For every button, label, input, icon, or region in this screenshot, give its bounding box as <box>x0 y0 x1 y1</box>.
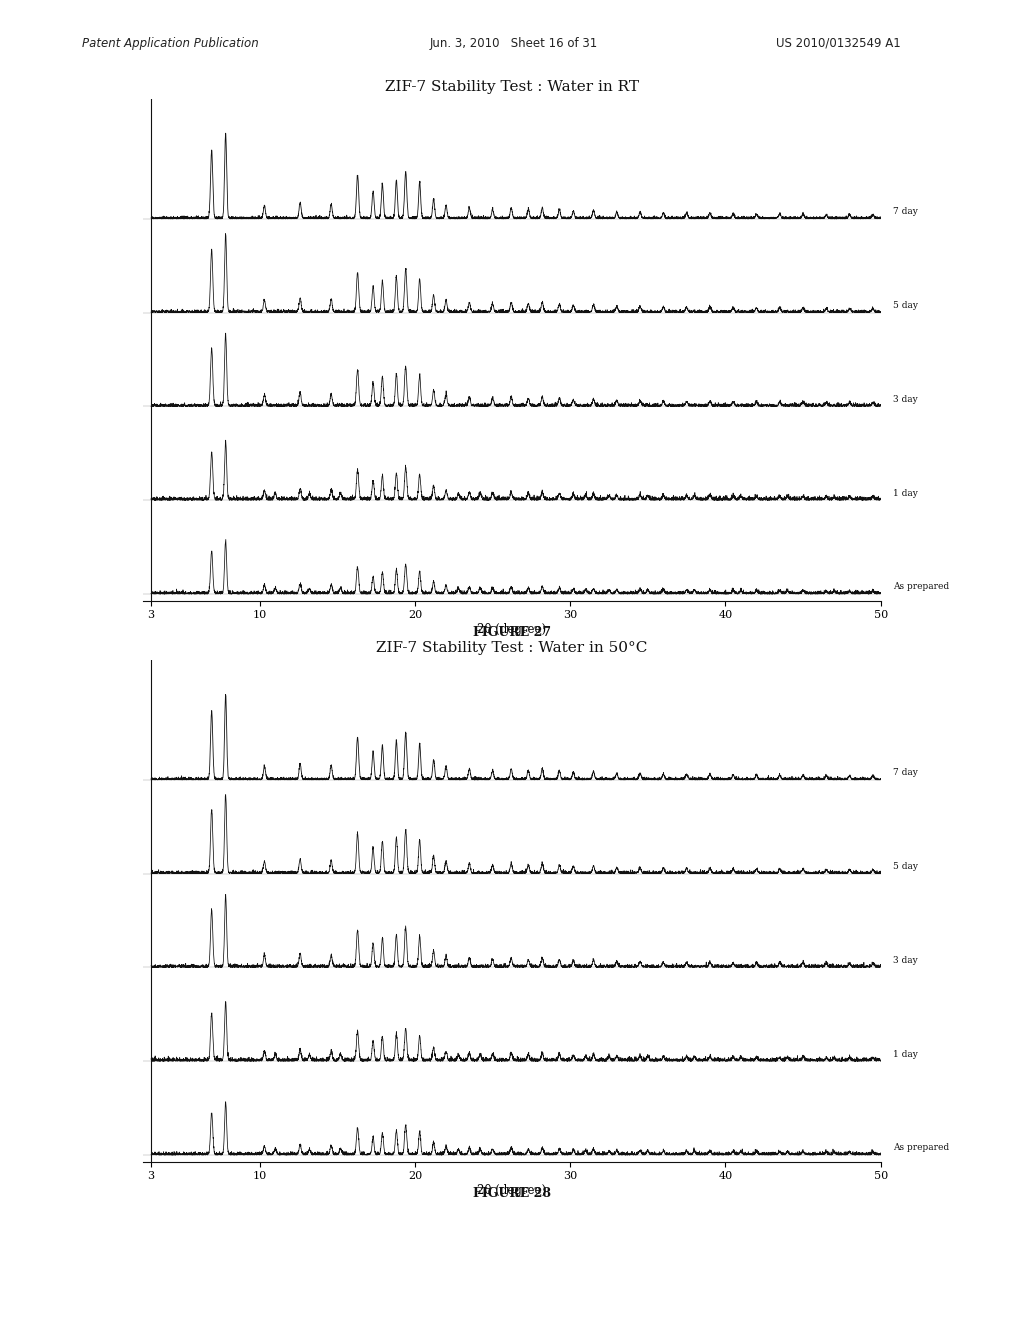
Text: US 2010/0132549 A1: US 2010/0132549 A1 <box>776 37 901 50</box>
Text: 5 day: 5 day <box>893 862 919 871</box>
Text: 5 day: 5 day <box>893 301 919 310</box>
Text: Jun. 3, 2010   Sheet 16 of 31: Jun. 3, 2010 Sheet 16 of 31 <box>430 37 598 50</box>
Text: 3 day: 3 day <box>893 395 918 404</box>
X-axis label: 2θ (degree): 2θ (degree) <box>477 623 547 636</box>
Title: ZIF-7 Stability Test : Water in RT: ZIF-7 Stability Test : Water in RT <box>385 79 639 94</box>
X-axis label: 2θ (degree): 2θ (degree) <box>477 1184 547 1197</box>
Text: Patent Application Publication: Patent Application Publication <box>82 37 259 50</box>
Text: 1 day: 1 day <box>893 488 918 498</box>
Text: 7 day: 7 day <box>893 207 918 216</box>
Text: 3 day: 3 day <box>893 956 918 965</box>
Text: 1 day: 1 day <box>893 1049 918 1059</box>
Text: FIGURE 27: FIGURE 27 <box>473 626 551 639</box>
Text: As prepared: As prepared <box>893 1143 949 1152</box>
Text: 7 day: 7 day <box>893 768 918 777</box>
Text: As prepared: As prepared <box>893 582 949 591</box>
Title: ZIF-7 Stability Test : Water in 50°C: ZIF-7 Stability Test : Water in 50°C <box>376 640 648 655</box>
Text: FIGURE 28: FIGURE 28 <box>473 1187 551 1200</box>
